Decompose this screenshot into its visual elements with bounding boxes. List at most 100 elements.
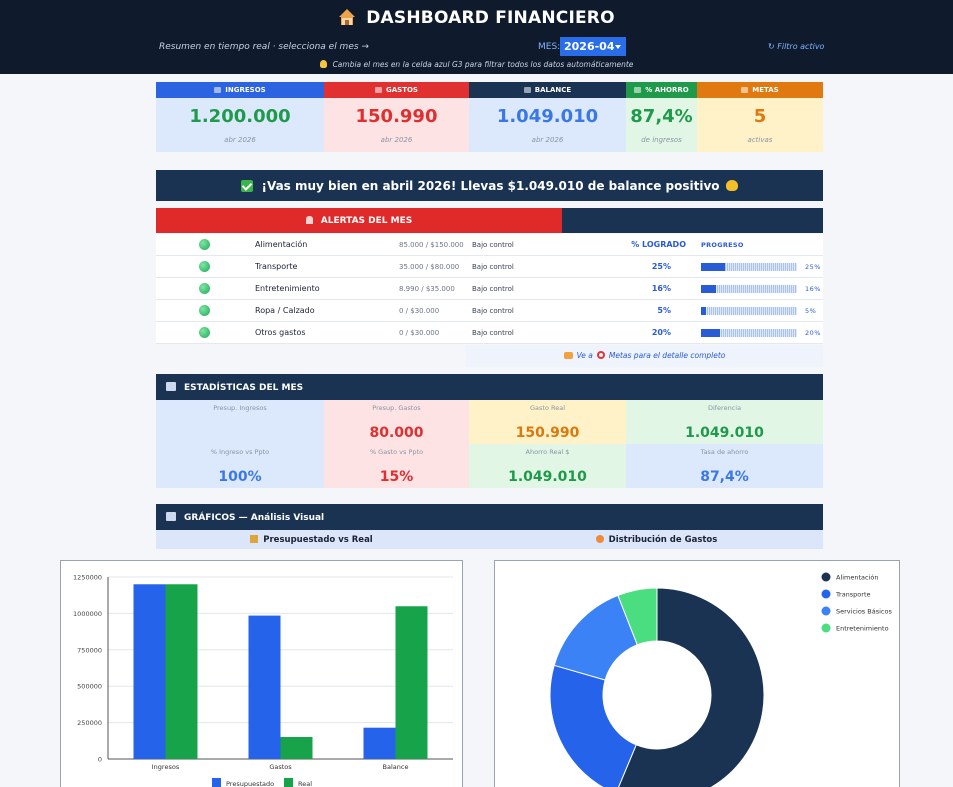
header-subtitle: Resumen en tiempo real · selecciona el m… <box>159 42 369 52</box>
kpi-label: BALANCE <box>469 82 626 98</box>
legend-swatch <box>284 778 293 787</box>
y-tick-label: 250000 <box>77 719 102 727</box>
alert-status: Bajo control <box>472 285 514 293</box>
legend-label: Alimentación <box>836 574 879 582</box>
bar-real-gastos <box>280 737 313 759</box>
donut-chart: Alimentación Transporte Servicios Básicos E… <box>549 572 892 787</box>
stat-label: Presup. Gastos <box>372 404 421 412</box>
stat-cell: Tasa de ahorro 87,4% <box>626 444 823 488</box>
progress-fill <box>701 263 725 271</box>
stat-label: Ahorro Real $ <box>525 448 570 456</box>
stats-section-header: ESTADÍSTICAS DEL MES <box>156 374 823 400</box>
alert-amount: 35.000 / $80.000 <box>399 263 460 271</box>
stat-value: 1.049.010 <box>685 425 764 441</box>
progress-bar <box>701 263 797 271</box>
y-tick-label: 500000 <box>77 683 102 691</box>
x-tick-label: Balance <box>383 763 409 771</box>
pointing-hand-icon <box>563 352 573 359</box>
alert-status: Bajo control <box>472 329 514 337</box>
kpi-icon <box>375 87 382 93</box>
stat-label: Presup. Ingresos <box>213 404 267 412</box>
alert-row: Transporte 35.000 / $80.000 Bajo control 25… <box>156 256 823 278</box>
kpi-label: GASTOS <box>324 82 469 98</box>
legend-swatch <box>821 623 831 633</box>
month-label: MES: <box>538 42 561 52</box>
flexed-arm-icon <box>725 180 738 191</box>
stat-value: 100% <box>218 469 262 485</box>
stat-cell: Ahorro Real $ 1.049.010 <box>469 444 626 488</box>
alert-pct: 25% <box>651 262 671 271</box>
chart-icon <box>166 382 176 391</box>
kpi-value: 1.049.010 <box>496 106 599 127</box>
progress-bar <box>701 329 797 337</box>
alert-row: Otros gastos 0 / $30.000 Bajo control 20% 20… <box>156 322 823 344</box>
bar-chart-icon <box>250 535 259 543</box>
status-dot-icon <box>199 261 210 272</box>
stat-value: 80.000 <box>369 425 424 441</box>
filter-status: ↻ Filtro activo <box>768 42 825 51</box>
stat-label: Diferencia <box>707 404 742 412</box>
alert-pct: 16% <box>651 284 671 293</box>
bar-presupuestado-balance <box>363 727 396 759</box>
kpi-card-metas: METAS 5 activas <box>697 82 823 152</box>
kpi-card-ingresos: INGRESOS 1.200.000 abr 2026 <box>156 82 324 152</box>
check-icon <box>241 180 254 192</box>
stat-cell: Gasto Real 150.990 <box>469 400 626 444</box>
stat-label: % Ingreso vs Ppto <box>210 448 270 456</box>
status-dot-icon <box>199 239 210 250</box>
bar-chart-label: Presupuestado vs Real <box>156 535 467 545</box>
progress-fill <box>701 329 721 337</box>
alert-status: Bajo control <box>472 263 514 271</box>
stat-cell: Presup. Ingresos <box>156 400 324 444</box>
legend-swatch <box>821 589 831 599</box>
stat-label: Tasa de ahorro <box>700 448 749 456</box>
alert-row: Ropa / Calzado 0 / $30.000 Bajo control 5% 5… <box>156 300 823 322</box>
kpi-caption: abr 2026 <box>380 136 413 144</box>
month-selector[interactable]: 2026-04 <box>560 37 626 56</box>
progress-fill <box>701 307 706 315</box>
progress-bar <box>701 307 797 315</box>
pie-chart-label: Distribución de Gastos <box>490 535 823 545</box>
alert-amount: 8.990 / $35.000 <box>399 285 455 293</box>
legend-label: Presupuestado <box>226 780 274 787</box>
dashboard-title: DASHBOARD FINANCIERO <box>0 8 953 28</box>
alert-row: Entretenimiento 8.990 / $35.000 Bajo contr… <box>156 278 823 300</box>
header-bar: DASHBOARD FINANCIERO Resumen en tiempo r… <box>0 0 953 74</box>
alert-pct: 20% <box>651 328 671 337</box>
x-tick-label: Ingresos <box>152 763 180 771</box>
alert-status: Bajo control <box>472 307 514 315</box>
alert-row: Alimentación 85.000 / $150.000 Bajo contro… <box>156 234 823 256</box>
donut-slice-alimentaci-n <box>618 587 765 787</box>
alert-category: Ropa / Calzado <box>255 306 315 315</box>
kpi-value: 5 <box>753 106 767 127</box>
y-tick-label: 1250000 <box>73 574 102 582</box>
goals-link[interactable]: Ve a Metas para el detalle completo <box>466 345 823 367</box>
status-dot-icon <box>199 327 210 338</box>
progress-label: 5% <box>805 307 817 315</box>
stat-value: 1.049.010 <box>508 469 587 485</box>
legend-swatch <box>821 572 831 582</box>
y-tick-label: 750000 <box>77 646 102 654</box>
legend-swatch <box>212 778 221 787</box>
stat-value: 15% <box>379 469 414 485</box>
alert-status: Bajo control <box>472 241 514 249</box>
stat-cell: % Gasto vs Ppto 15% <box>324 444 469 488</box>
col-progress-header: PROGRESO <box>701 241 744 249</box>
charts-section-header: GRÁFICOS — Análisis Visual <box>156 504 823 530</box>
progress-bar <box>701 285 797 293</box>
bar-chart: 0 250000 500000 750000 1000000 1250000 Ingreso… <box>73 574 453 787</box>
header-tip: Cambia el mes en la celda azul G3 para f… <box>0 60 953 69</box>
bar-real-ingresos <box>165 584 198 759</box>
alerts-header: ALERTAS DEL MES <box>156 208 562 233</box>
bar-presupuestado-gastos <box>248 615 281 759</box>
stat-cell: Diferencia 1.049.010 <box>626 400 823 444</box>
progress-label: 25% <box>805 263 821 271</box>
kpi-caption: activas <box>747 136 773 144</box>
stat-cell: % Ingreso vs Ppto 100% <box>156 444 324 488</box>
alert-category: Otros gastos <box>255 328 306 337</box>
siren-icon <box>305 216 313 224</box>
kpi-icon <box>741 87 749 93</box>
status-banner: ¡Vas muy bien en abril 2026! Llevas $1.0… <box>156 170 823 201</box>
kpi-value: 1.200.000 <box>189 106 291 127</box>
kpi-card-ahorro: % AHORRO 87,4% de ingresos <box>626 82 697 152</box>
